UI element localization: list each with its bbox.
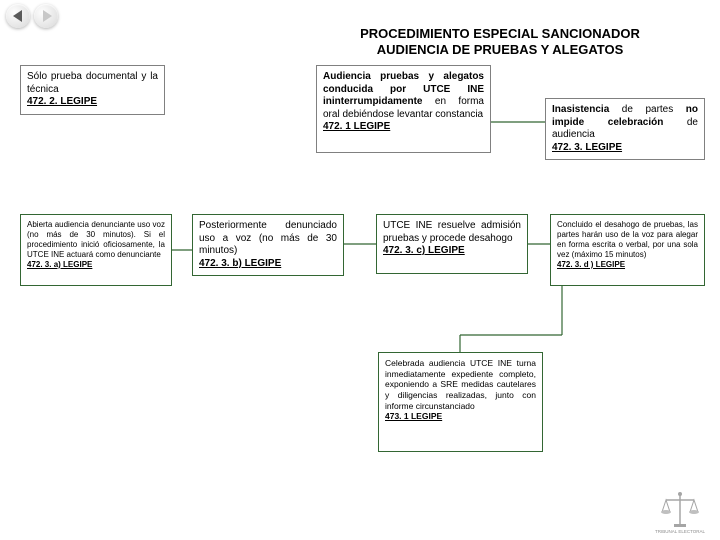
- box-concluido: Concluido el desahogo de pruebas, las pa…: [550, 214, 705, 286]
- nav-next-button[interactable]: [34, 4, 58, 28]
- chevron-left-icon: [13, 10, 22, 22]
- tribunal-logo: TRIBUNAL ELECTORAL: [650, 479, 710, 534]
- logo-text: TRIBUNAL ELECTORAL: [655, 530, 705, 535]
- title-line-1: PROCEDIMIENTO ESPECIAL SANCIONADOR: [300, 26, 700, 42]
- title-line-2: AUDIENCIA DE PRUEBAS Y ALEGATOS: [300, 42, 700, 58]
- scales-icon: [658, 490, 702, 530]
- box-inasistencia: Inasistencia de partes no impide celebra…: [545, 98, 705, 160]
- page-title: PROCEDIMIENTO ESPECIAL SANCIONADOR AUDIE…: [300, 26, 700, 57]
- box-audiencia-pruebas: Audiencia pruebas y alegatos conducida p…: [316, 65, 491, 153]
- box-abierta-audiencia: Abierta audiencia denunciante uso voz (n…: [20, 214, 172, 286]
- box-solo-prueba: Sólo prueba documental y la técnica472. …: [20, 65, 165, 115]
- nav-prev-button[interactable]: [6, 4, 30, 28]
- box-celebrada: Celebrada audiencia UTCE INE turna inmed…: [378, 352, 543, 452]
- chevron-right-icon: [43, 10, 52, 22]
- box-posteriormente: Posteriormente denunciado uso a voz (no …: [192, 214, 344, 276]
- box-utce-resuelve: UTCE INE resuelve admisión pruebas y pro…: [376, 214, 528, 274]
